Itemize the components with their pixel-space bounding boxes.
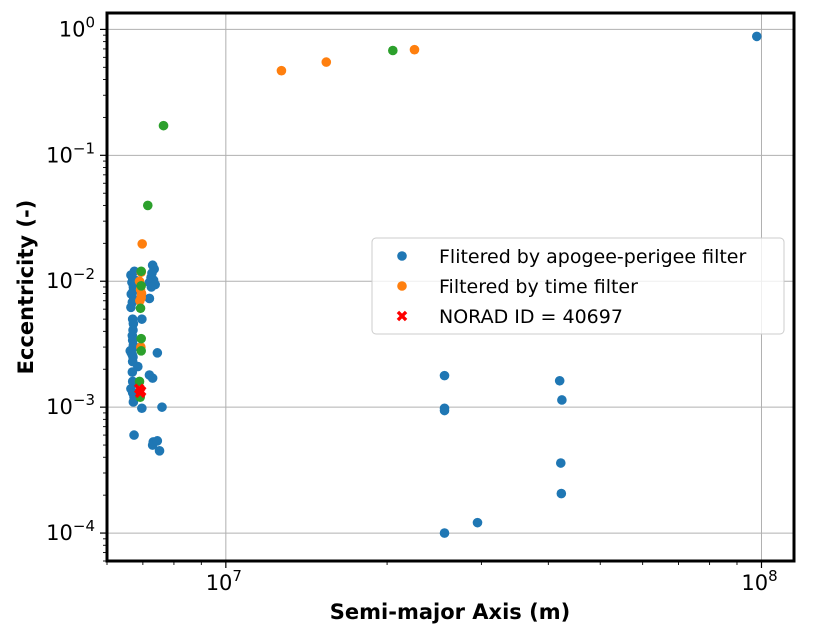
legend-marker bbox=[397, 281, 407, 291]
data-point bbox=[127, 376, 138, 387]
data-point bbox=[751, 31, 762, 42]
y-tick-label: 100 bbox=[59, 13, 95, 41]
y-tick-label: 10−3 bbox=[46, 391, 95, 419]
y-axis-label: Eccentricity (-) bbox=[14, 200, 38, 375]
y-tick-label: 10−1 bbox=[46, 139, 95, 167]
legend-label: NORAD ID = 40697 bbox=[439, 306, 623, 328]
x-tick-label: 108 bbox=[741, 567, 777, 595]
x-tick-label: 107 bbox=[206, 567, 242, 595]
legend: Flitered by apogee-perigee filter Filtere… bbox=[371, 237, 785, 335]
legend-marker bbox=[397, 251, 407, 261]
data-point bbox=[128, 397, 139, 407]
y-tick-label: 10−4 bbox=[46, 517, 95, 545]
data-point bbox=[136, 346, 146, 356]
legend-entry: Flitered by apogee-perigee filter bbox=[397, 246, 746, 268]
legend-box bbox=[371, 237, 785, 335]
data-point bbox=[147, 373, 158, 383]
legend-marker bbox=[396, 310, 408, 322]
data-point bbox=[557, 395, 567, 405]
data-point bbox=[137, 314, 147, 324]
data-point bbox=[555, 458, 566, 468]
legend-label: Flitered by apogee-perigee filter bbox=[439, 246, 746, 268]
y-tick-label: 10−2 bbox=[46, 265, 95, 293]
series-0 bbox=[125, 31, 762, 538]
data-point bbox=[127, 367, 138, 377]
data-point bbox=[152, 436, 163, 446]
data-point bbox=[439, 405, 450, 416]
data-point bbox=[388, 45, 398, 56]
series-3 bbox=[133, 383, 147, 399]
data-point bbox=[409, 44, 420, 55]
data-point bbox=[276, 65, 287, 76]
data-point bbox=[152, 348, 163, 358]
x-axis-label: Semi-major Axis (m) bbox=[330, 600, 570, 624]
data-point bbox=[556, 488, 567, 499]
norad-marker bbox=[134, 387, 146, 399]
data-point bbox=[144, 293, 155, 304]
data-point bbox=[146, 282, 157, 292]
data-point bbox=[157, 402, 167, 412]
data-point bbox=[472, 517, 483, 528]
data-point bbox=[142, 200, 153, 211]
data-point bbox=[439, 370, 450, 381]
series-2 bbox=[134, 45, 398, 402]
data-point bbox=[137, 239, 147, 249]
legend-entry: NORAD ID = 40697 bbox=[396, 306, 623, 328]
data-point bbox=[129, 430, 139, 440]
data-point bbox=[126, 302, 136, 313]
data-points bbox=[125, 31, 762, 538]
data-point bbox=[136, 333, 146, 344]
data-point bbox=[158, 120, 169, 131]
legend-entry: Filtered by time filter bbox=[397, 276, 638, 298]
data-point bbox=[137, 403, 147, 414]
axis-ticks bbox=[100, 28, 763, 568]
data-point bbox=[439, 528, 450, 538]
data-point bbox=[136, 280, 146, 291]
data-point bbox=[154, 446, 165, 456]
data-point bbox=[554, 375, 565, 386]
data-point bbox=[321, 57, 332, 67]
data-point bbox=[135, 295, 145, 306]
data-point bbox=[135, 303, 146, 314]
axis-tick-labels: 107 108 10−4 10−3 10−2 10−1 100 bbox=[46, 13, 777, 595]
data-point bbox=[136, 266, 146, 277]
legend-label: Filtered by time filter bbox=[439, 276, 638, 298]
